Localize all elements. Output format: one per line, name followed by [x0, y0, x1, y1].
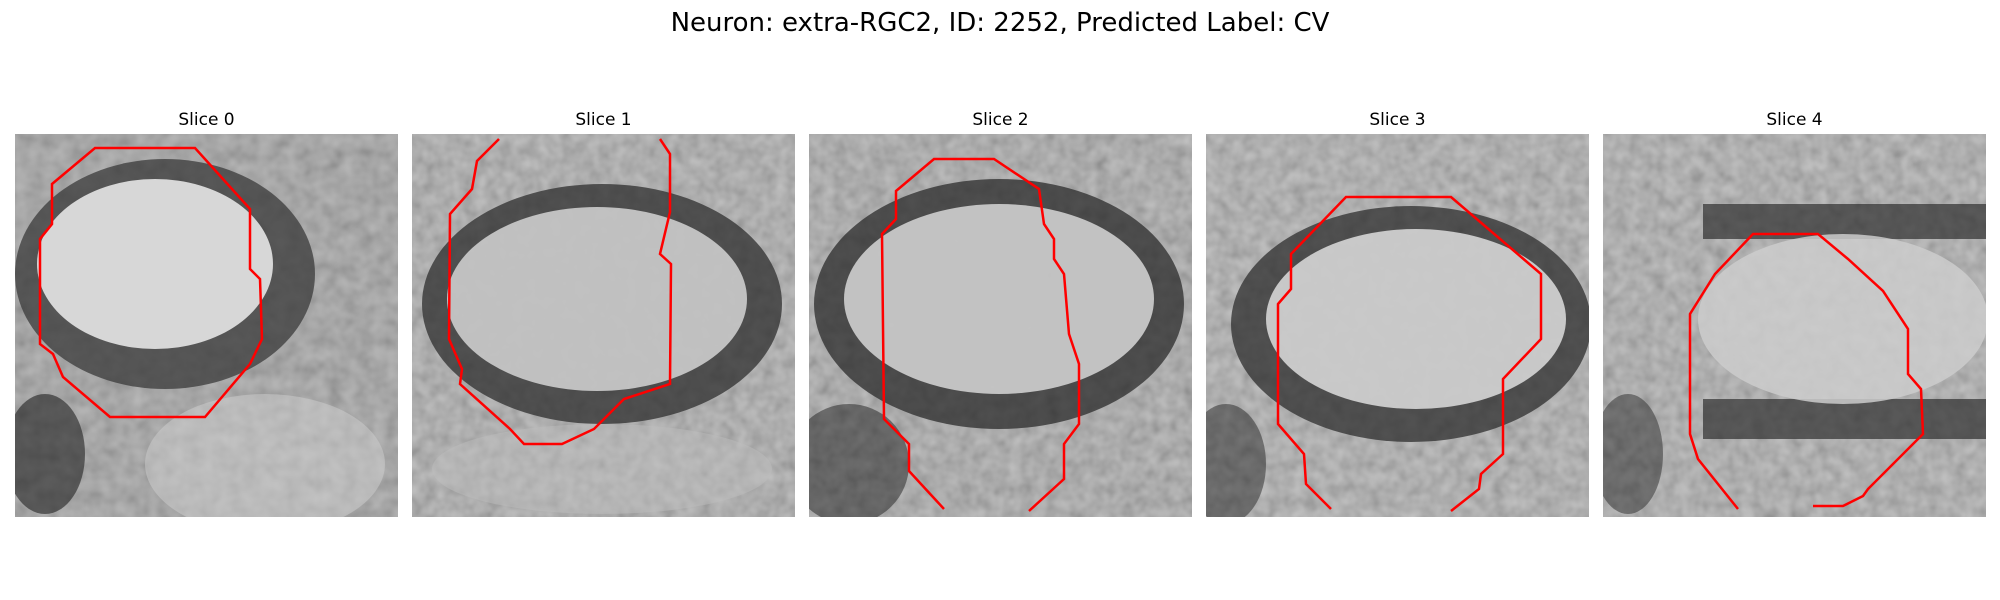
- contour-0: [38, 146, 264, 419]
- slice-title-3: Slice 3: [1369, 110, 1426, 130]
- slice-panel-4: Slice 4: [1603, 110, 1986, 517]
- slice-image-0: [15, 134, 398, 517]
- slice-image-3: [1206, 134, 1589, 517]
- contour-1: [447, 138, 673, 446]
- slice-panel-0: Slice 0: [15, 110, 398, 517]
- slice-title-1: Slice 1: [575, 110, 632, 130]
- slice-panel-1: Slice 1: [412, 110, 795, 517]
- figure-title: Neuron: extra-RGC2, ID: 2252, Predicted …: [670, 8, 1330, 38]
- slice-image-2: [809, 134, 1192, 517]
- slice-title-2: Slice 2: [972, 110, 1029, 130]
- slice-title-4: Slice 4: [1766, 110, 1823, 130]
- slice-title-0: Slice 0: [178, 110, 235, 130]
- contour-4: [1688, 232, 1925, 510]
- contour-3: [1276, 195, 1543, 512]
- contour-2: [880, 157, 1081, 512]
- slice-image-4: [1603, 134, 1986, 517]
- slice-panel-2: Slice 2: [809, 110, 1192, 517]
- slice-panel-3: Slice 3: [1206, 110, 1589, 517]
- slice-image-1: [412, 134, 795, 517]
